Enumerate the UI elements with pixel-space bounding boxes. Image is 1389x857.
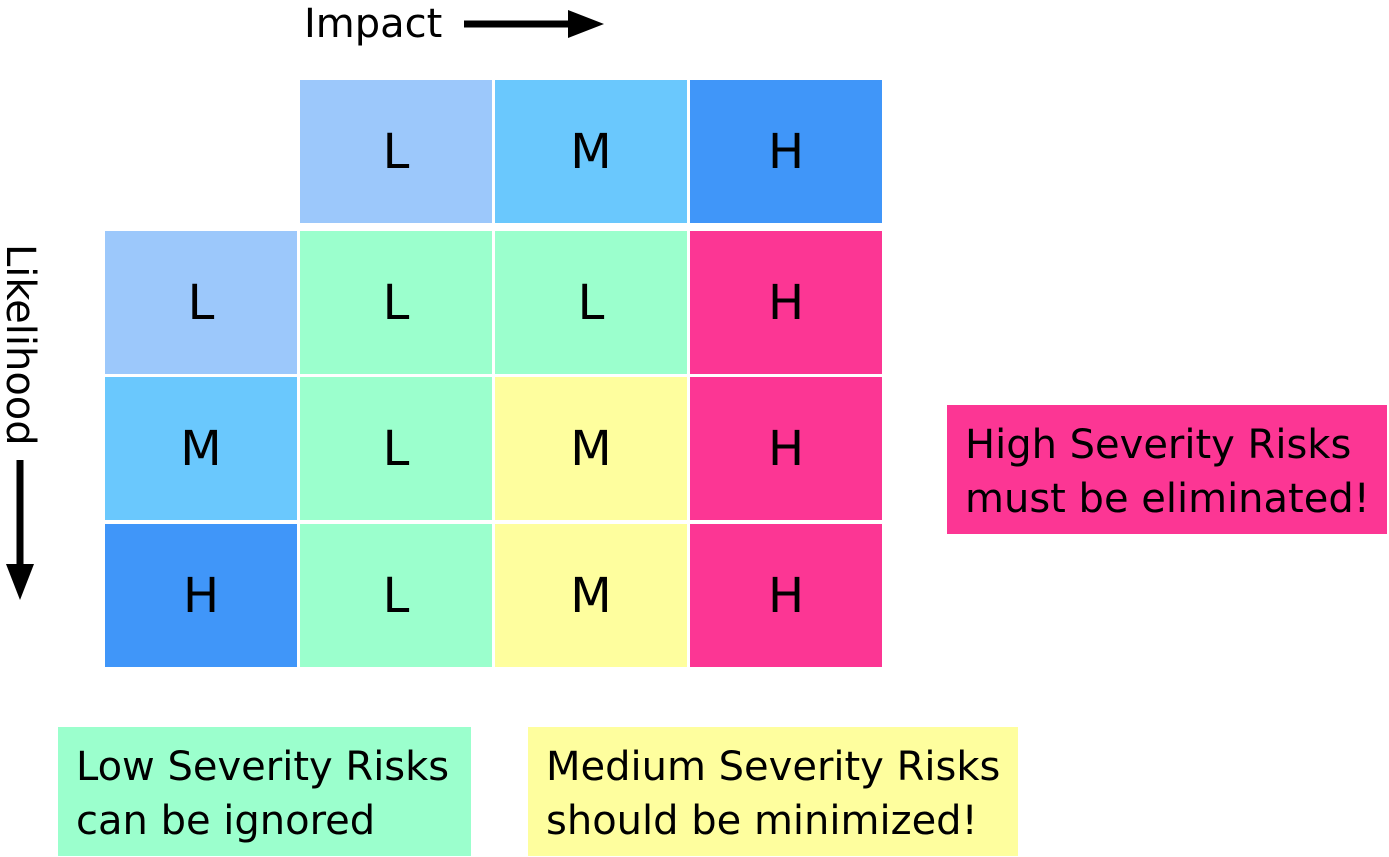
severity-cell: H xyxy=(690,377,882,520)
impact-header-low: L xyxy=(300,80,492,223)
impact-axis-label: Impact xyxy=(304,1,443,47)
likelihood-header-low: L xyxy=(105,231,297,374)
likelihood-axis-label: Likelihood xyxy=(0,244,43,446)
severity-cell: H xyxy=(690,231,882,374)
severity-cell: M xyxy=(495,377,687,520)
low-severity-note-line-1: Low Severity Risks xyxy=(76,744,450,790)
low-severity-note: Low Severity Risks can be ignored xyxy=(58,727,471,856)
severity-cell: M xyxy=(495,524,687,667)
high-severity-note: High Severity Risks must be eliminated! xyxy=(947,405,1387,534)
likelihood-header-medium: M xyxy=(105,377,297,520)
likelihood-arrow-icon xyxy=(6,460,34,600)
high-severity-note-line-1: High Severity Risks xyxy=(965,422,1352,468)
severity-cell: L xyxy=(300,231,492,374)
severity-cell: H xyxy=(690,524,882,667)
impact-arrow-icon xyxy=(464,10,604,38)
medium-severity-note: Medium Severity Risks should be minimize… xyxy=(528,727,1018,856)
medium-severity-note-line-2: should be minimized! xyxy=(546,798,978,844)
impact-header-medium: M xyxy=(495,80,687,223)
severity-cell: L xyxy=(495,231,687,374)
severity-cell: L xyxy=(300,524,492,667)
impact-header-high: H xyxy=(690,80,882,223)
low-severity-note-line-2: can be ignored xyxy=(76,798,376,844)
medium-severity-note-line-1: Medium Severity Risks xyxy=(546,744,1001,790)
likelihood-header-high: H xyxy=(105,524,297,667)
severity-cell: L xyxy=(300,377,492,520)
high-severity-note-line-2: must be eliminated! xyxy=(965,476,1370,522)
